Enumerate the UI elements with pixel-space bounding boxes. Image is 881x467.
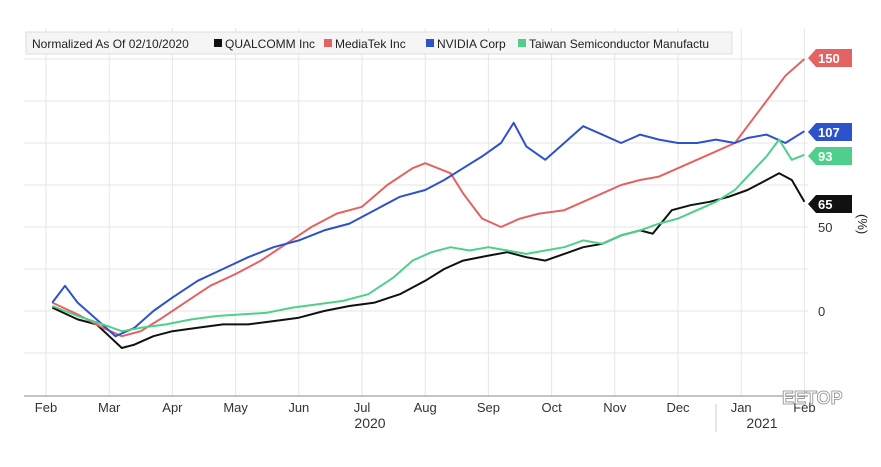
watermark: EETOP [782, 388, 844, 409]
x-tick-label: Nov [603, 400, 627, 415]
x-tick-label: Feb [35, 400, 57, 415]
badge-label: 107 [818, 125, 840, 140]
x-tick-label: Aug [414, 400, 437, 415]
legend-swatch [214, 39, 222, 47]
x-tick-label: Sep [477, 400, 500, 415]
y-axis: 0 50 (%) [818, 214, 870, 319]
badge-shape [808, 147, 852, 165]
y-tick-label: 0 [818, 304, 825, 319]
legend-swatch [324, 39, 332, 47]
chart-title: Normalized As Of 02/10/2020 [32, 37, 189, 51]
x-tick-label: Jun [288, 400, 309, 415]
y-tick-label: 50 [818, 220, 832, 235]
legend-label: QUALCOMM Inc [225, 37, 315, 51]
series-lines [51, 58, 806, 349]
y-axis-title: (%) [855, 214, 870, 234]
x-tick-label: Oct [541, 400, 562, 415]
legend-label: NVIDIA Corp [437, 37, 506, 51]
badge-label: 93 [818, 149, 832, 164]
badge-shape [808, 195, 852, 213]
badge-shape [808, 123, 852, 141]
last-value-badge: 107 [808, 123, 852, 141]
x-tick-label: Apr [162, 400, 183, 415]
badge-shape [808, 49, 852, 67]
x-tick-label: Mar [98, 400, 121, 415]
last-value-badge: 93 [808, 147, 852, 165]
badge-label: 150 [818, 51, 840, 66]
x-axis: Feb Mar Apr May Jun Jul Aug Sep Oct Nov Dec Jan Feb 2… [24, 395, 816, 432]
series-line [51, 138, 805, 333]
x-tick-label: Jan [731, 400, 752, 415]
x-tick-label: Dec [666, 400, 690, 415]
series-line [51, 121, 805, 338]
badge-label: 65 [818, 197, 832, 212]
year-label: 2020 [354, 415, 385, 431]
x-tick-label: Jul [354, 400, 371, 415]
plot-background [24, 28, 808, 396]
legend-swatch [426, 39, 434, 47]
x-tick-label: May [223, 400, 248, 415]
legend-label: MediaTek Inc [335, 37, 406, 51]
series-line [51, 58, 806, 338]
legend: Normalized As Of 02/10/2020 QUALCOMM Inc… [25, 31, 733, 55]
watermark-text: EETOP [782, 388, 843, 408]
legend-background [25, 31, 733, 55]
legend-swatch [518, 39, 526, 47]
last-value-badge: 65 [808, 195, 852, 213]
x-tick-label: Feb [793, 400, 815, 415]
last-value-badges: 65 150 107 93 [808, 49, 852, 213]
last-value-badge: 150 [808, 49, 852, 67]
legend-label: Taiwan Semiconductor Manufactu [529, 37, 709, 51]
year-label: 2021 [746, 415, 777, 431]
series-line [51, 172, 806, 349]
